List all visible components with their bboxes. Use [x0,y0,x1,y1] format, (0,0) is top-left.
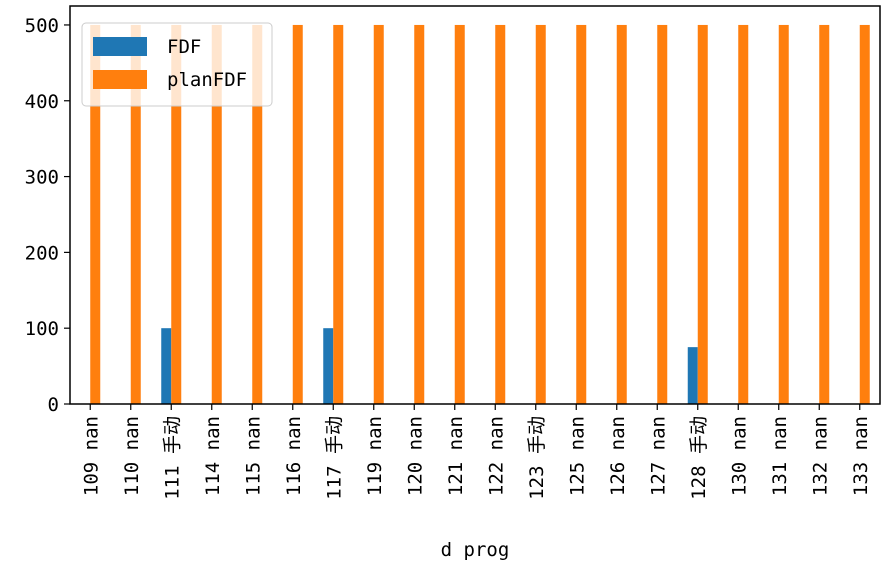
x-tick-label: 130 nan [728,416,750,496]
x-tick-label: 115 nan [242,416,264,496]
x-tick-label: 111 手动 [161,416,183,500]
bar-FDF-15 [687,347,698,404]
bar-planFDF-1 [130,24,141,404]
x-axis-label: d prog [441,539,510,561]
bar-planFDF-18 [819,24,830,404]
bar-planFDF-5 [292,24,303,404]
bar-planFDF-7 [373,24,384,404]
bar-planFDF-12 [576,24,587,404]
bar-planFDF-13 [616,24,627,404]
bar-planFDF-0 [90,24,101,404]
bar-planFDF-2 [171,24,182,404]
y-tick-label: 0 [48,394,59,416]
x-tick-label: 132 nan [809,416,831,496]
bar-planFDF-19 [859,24,870,404]
bar-FDF-6 [323,328,334,404]
bar-planFDF-16 [738,24,749,404]
x-tick-label: 109 nan [80,416,102,496]
x-tick-label: 123 手动 [526,416,548,500]
bar-planFDF-3 [211,24,222,404]
x-axis: 109 nan 110 nan 111 手动 114 nan 115 nan 116 na… [80,404,872,500]
legend: FDF planFDF [81,22,273,107]
bar-planFDF-17 [778,24,789,404]
legend-swatch-planFDF [93,70,147,89]
legend-label-planFDF: planFDF [167,69,247,91]
bar-planFDF-8 [414,24,425,404]
x-tick-label: 127 nan [647,416,669,496]
x-tick-label: 121 nan [445,416,467,496]
x-tick-label: 119 nan [364,416,386,496]
bar-planFDF-11 [535,24,546,404]
bar-planFDF-15 [697,24,708,404]
bar-planFDF-6 [333,24,344,404]
x-tick-label: 114 nan [202,416,224,496]
bar-planFDF-9 [454,24,465,404]
y-tick-label: 500 [25,15,59,37]
x-tick-label: 128 手动 [688,416,710,500]
x-tick-label: 126 nan [607,416,629,496]
y-tick-label: 100 [25,318,59,340]
bars-layer [90,24,870,404]
plot-area-frame [69,5,881,405]
x-tick-label: 131 nan [769,416,791,496]
x-tick-label: 120 nan [404,416,426,496]
bar-planFDF-14 [657,24,668,404]
legend-swatch-FDF [93,37,147,56]
y-tick-label: 300 [25,167,59,189]
bar-FDF-2 [161,328,172,404]
y-tick-label: 200 [25,242,59,264]
x-tick-label: 117 手动 [323,416,345,500]
bar-planFDF-4 [252,24,263,404]
x-tick-label: 133 nan [850,416,872,496]
x-tick-label: 122 nan [485,416,507,496]
legend-label-FDF: FDF [167,36,201,58]
x-tick-label: 125 nan [566,416,588,496]
bar-planFDF-10 [495,24,506,404]
x-tick-label: 116 nan [283,416,305,496]
x-tick-label: 110 nan [121,416,143,496]
y-axis: 0 100 200 300 400 500 [25,15,70,416]
y-tick-label: 400 [25,91,59,113]
